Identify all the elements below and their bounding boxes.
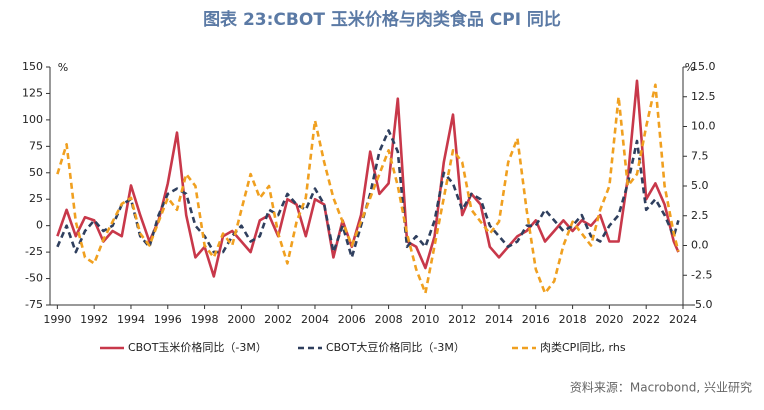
x-tick-label: 1998	[191, 313, 219, 326]
y-tick-label: 125	[22, 86, 43, 99]
y2-tick-label: 12.5	[691, 90, 716, 103]
y2-tick-label: -2.5	[691, 268, 712, 281]
y2-tick-label: 5.0	[691, 179, 709, 192]
x-tick-label: 2000	[227, 313, 255, 326]
x-tick-label: 2024	[669, 313, 697, 326]
legend-label: CBOT大豆价格同比（-3M）	[326, 340, 465, 354]
x-tick-label: 1992	[80, 313, 108, 326]
y2-tick-label: 2.5	[691, 209, 709, 222]
y-tick-label: 25	[29, 192, 43, 205]
y2-tick-label: 15.0	[691, 60, 716, 73]
chart-title: 图表 23:CBOT 玉米价格与肉类食品 CPI 同比	[203, 9, 561, 30]
y-tick-label: 150	[22, 60, 43, 73]
series-line	[56, 83, 680, 295]
x-tick-label: 2018	[559, 313, 587, 326]
y-tick-label: 0	[36, 219, 43, 232]
y-tick-label: 75	[29, 139, 43, 152]
series-line	[56, 79, 680, 278]
y-tick-label: 50	[29, 166, 43, 179]
x-tick-label: 2016	[522, 313, 550, 326]
x-tick-label: 2004	[301, 313, 329, 326]
y-tick-label: -50	[25, 272, 43, 285]
y-tick-label: 100	[22, 113, 43, 126]
x-tick-label: 2002	[264, 313, 292, 326]
series-line	[56, 129, 680, 259]
source-note: 资料来源：Macrobond, 兴业研究	[570, 380, 752, 395]
x-tick-label: 2010	[411, 313, 439, 326]
y2-tick-label: 0.0	[691, 239, 709, 252]
y2-unit: %	[685, 61, 695, 74]
legend-label: 肉类CPI同比, rhs	[540, 340, 626, 354]
y2-tick-label: 10.0	[691, 120, 716, 133]
x-tick-label: 1996	[154, 313, 182, 326]
x-tick-label: 2020	[595, 313, 623, 326]
x-tick-label: 2008	[375, 313, 403, 326]
x-tick-label: 1994	[117, 313, 145, 326]
y2-tick-label: 7.5	[691, 149, 709, 162]
y-tick-label: -25	[25, 245, 43, 258]
x-tick-label: 1990	[43, 313, 71, 326]
legend-label: CBOT玉米价格同比（-3M）	[128, 340, 267, 354]
y-unit: %	[58, 61, 68, 74]
y2-tick-label: -5.0	[691, 298, 712, 311]
x-tick-label: 2022	[632, 313, 660, 326]
x-tick-label: 2012	[448, 313, 476, 326]
x-tick-label: 2014	[485, 313, 513, 326]
y-tick-label: -75	[25, 298, 43, 311]
x-tick-label: 2006	[338, 313, 366, 326]
